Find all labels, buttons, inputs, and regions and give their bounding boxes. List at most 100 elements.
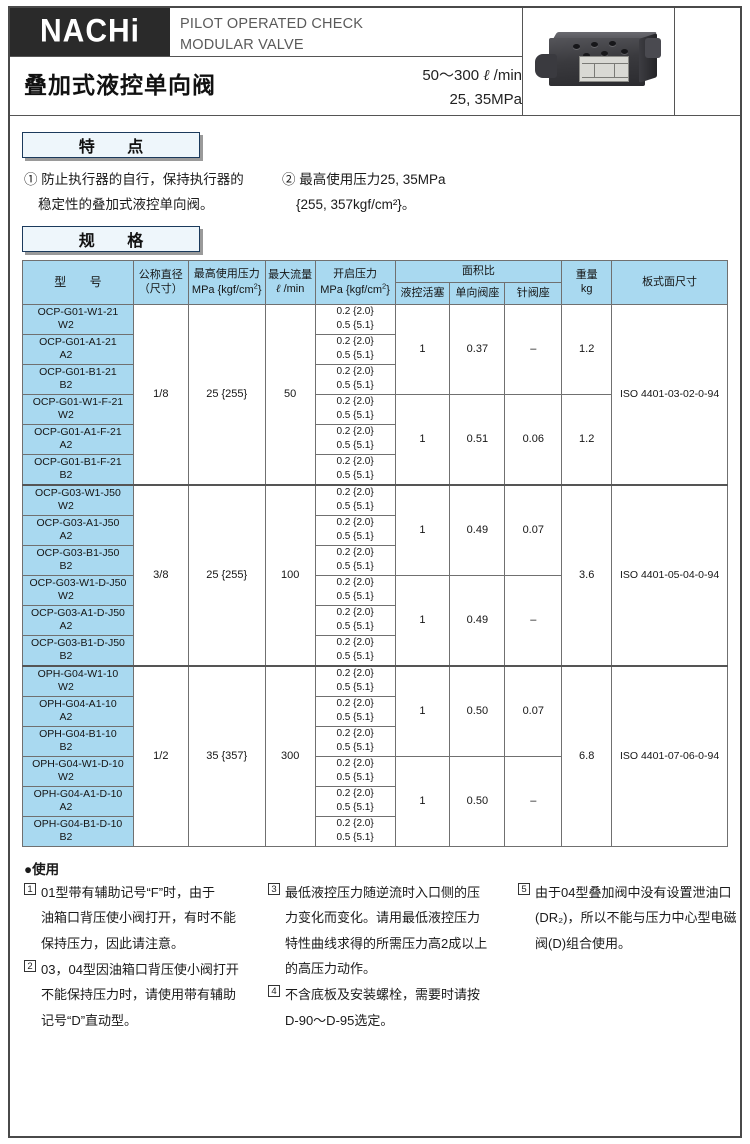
table-row: OPH-G04-A1-10 A2 0.2 {2.0} 0.5 {5.1} xyxy=(22,695,728,727)
cracking-line-1: 0.2 {2.0} xyxy=(336,335,374,347)
nominal-diameter-cell: 1/8 xyxy=(132,303,189,486)
area-piston-cell: 1 xyxy=(394,483,451,576)
brand-logo-text: NACHi xyxy=(40,13,140,50)
cracking-line-2: 0.5 {5.1} xyxy=(336,531,374,543)
feature-item-2-line-1: ② 最高使用压力25, 35MPa xyxy=(282,172,446,187)
cracking-line-1: 0.2 {2.0} xyxy=(336,455,374,467)
model-cell: OPH-G04-A1-D-10 A2 xyxy=(22,785,134,817)
cracking-line-2: 0.5 {5.1} xyxy=(336,561,374,573)
model-line-2: A2 xyxy=(59,349,73,362)
model-line-2: W2 xyxy=(58,409,74,422)
cracking-pressure-cell: 0.2 {2.0} 0.5 {5.1} xyxy=(314,815,396,847)
area-piston-cell: 1 xyxy=(394,303,451,395)
usage-note-1-number: 1 xyxy=(24,883,36,895)
table-row: OCP-G03-B1-J50 B2 0.2 {2.0} 0.5 {5.1} xyxy=(22,544,728,576)
area-piston-cell: 1 xyxy=(394,664,451,757)
model-cell: OCP-G03-A1-D-J50 A2 xyxy=(22,604,134,636)
model-line-1: OCP-G01-B1-21 xyxy=(39,365,117,378)
usage-note-2-number: 2 xyxy=(24,960,36,973)
model-line-1: OCP-G01-B1-F-21 xyxy=(34,455,122,468)
mounting-surface-cell: ISO 4401-03-02-0-94 xyxy=(611,303,728,486)
model-line-1: OCP-G03-W1-D-J50 xyxy=(29,576,127,589)
cracking-pressure-cell: 0.2 {2.0} 0.5 {5.1} xyxy=(314,453,396,486)
header-divider-vertical-left xyxy=(522,8,523,116)
model-line-2: A2 xyxy=(59,711,73,724)
header-divider-vertical-right xyxy=(674,8,675,116)
table-header-row-1: 型 号 公称直径 （尺寸） 最高使用压力 MPa {kgf/cm2} 最大流量 … xyxy=(22,260,728,305)
cracking-line-2: 0.5 {5.1} xyxy=(336,651,374,663)
cracking-line-2: 0.5 {5.1} xyxy=(336,440,374,452)
usage-note-4: 4 不含底板及安装螺栓，需要时请按 D-90～D-95选定。 xyxy=(268,982,508,1033)
cracking-pressure-cell: 0.2 {2.0} 0.5 {5.1} xyxy=(314,725,396,757)
model-line-1: OPH-G04-B1-D-10 xyxy=(33,817,123,830)
feature-item-1-line-2: 稳定性的叠加式液控单向阀。 xyxy=(38,196,214,212)
model-line-1: OCP-G03-A1-J50 xyxy=(36,516,120,529)
features-column-1: ① 防止执行器的自行，保持执行器的 稳定性的叠加式液控单向阀。 xyxy=(24,168,274,218)
area-needle-seat-cell: – xyxy=(504,755,563,847)
max-pressure-cell: 25 {255} xyxy=(187,303,266,486)
cracking-line-1: 0.2 {2.0} xyxy=(336,817,374,829)
model-line-1: OPH-G04-W1-10 xyxy=(37,667,119,680)
page-header: NACHi PILOT OPERATED CHECK MODULAR VALVE… xyxy=(10,8,740,116)
model-cell: OCP-G03-B1-D-J50 B2 xyxy=(22,634,134,667)
valve-port-hole xyxy=(609,41,616,46)
cracking-line-1: 0.2 {2.0} xyxy=(336,365,374,377)
cracking-line-1: 0.2 {2.0} xyxy=(336,305,374,317)
cracking-line-2: 0.5 {5.1} xyxy=(336,410,374,422)
table-row: OPH-G04-W1-10 W2 1/2 35 {357} 300 0.2 {2… xyxy=(22,664,728,847)
cracking-pressure-cell: 0.2 {2.0} 0.5 {5.1} xyxy=(314,483,396,516)
header-cracking-pressure: 开启压力 MPa {kgf/cm2} xyxy=(314,260,396,305)
cracking-line-1: 0.2 {2.0} xyxy=(336,486,374,498)
area-needle-seat-cell: – xyxy=(504,574,563,667)
usage-note-2-line-1: 03，04型因油箱口背压使小阀打开 xyxy=(41,962,239,978)
features-column-2: ② 最高使用压力25, 35MPa {255, 357kgf/cm²}。 xyxy=(282,168,582,218)
model-line-2: B2 xyxy=(59,831,73,844)
model-cell: OPH-G04-W1-10 W2 xyxy=(22,664,134,697)
usage-title: ●使用 xyxy=(24,862,60,877)
valve-left-port xyxy=(535,54,557,78)
feature-item-1-line-1: ① 防止执行器的自行，保持执行器的 xyxy=(24,172,244,187)
cracking-line-2: 0.5 {5.1} xyxy=(336,772,374,784)
cracking-line-2: 0.5 {5.1} xyxy=(336,621,374,633)
table-row: OCP-G03-A1-D-J50 A2 0.2 {2.0} 0.5 {5.1} xyxy=(22,604,728,636)
cracking-line-1: 0.2 {2.0} xyxy=(336,757,374,769)
cracking-line-2: 0.5 {5.1} xyxy=(336,591,374,603)
usage-note-3-line-2: 力变化而变化。请用最低液控压力 xyxy=(285,910,481,926)
header-divider-horizontal xyxy=(10,56,522,57)
cracking-line-1: 0.2 {2.0} xyxy=(336,425,374,437)
cracking-pressure-cell: 0.2 {2.0} 0.5 {5.1} xyxy=(314,514,396,546)
model-line-2: A2 xyxy=(59,439,73,452)
table-header: 型 号 公称直径 （尺寸） 最高使用压力 MPa {kgf/cm2} 最大流量 … xyxy=(22,260,728,305)
model-cell: OCP-G01-W1-F-21 W2 xyxy=(22,393,134,425)
area-check-seat-cell: 0.37 xyxy=(449,303,506,395)
valve-port-hole xyxy=(583,53,590,58)
usage-note-5: 5 由于04型叠加阀中没有设置泄油口 (DR₂)，所以不能与压力中心型电磁 阀(… xyxy=(518,880,750,956)
cracking-pressure-cell: 0.2 {2.0} 0.5 {5.1} xyxy=(314,333,396,365)
table-row: OCP-G03-B1-D-J50 B2 0.2 {2.0} 0.5 {5.1} xyxy=(22,634,728,667)
model-line-2: W2 xyxy=(58,681,74,694)
rating-summary: 50～300 ℓ /min 25, 35MPa xyxy=(280,64,522,112)
english-title: PILOT OPERATED CHECK MODULAR VALVE xyxy=(180,14,510,56)
cracking-pressure-cell: 0.2 {2.0} 0.5 {5.1} xyxy=(314,755,396,787)
cracking-line-2: 0.5 {5.1} xyxy=(336,802,374,814)
model-line-1: OPH-G04-A1-10 xyxy=(39,697,117,710)
model-line-2: A2 xyxy=(59,801,73,814)
area-check-seat-cell: 0.50 xyxy=(449,755,506,847)
model-line-2: A2 xyxy=(59,620,73,633)
cracking-line-1: 0.2 {2.0} xyxy=(336,606,374,618)
specifications-table: 型 号 公称直径 （尺寸） 最高使用压力 MPa {kgf/cm2} 最大流量 … xyxy=(22,260,728,847)
valve-right-port xyxy=(645,38,661,58)
usage-note-1-line-2: 油箱口背压使小阀打开，有时不能 xyxy=(41,910,237,926)
usage-note-1-line-1: 01型带有辅助记号“F”时，由于 xyxy=(41,885,216,900)
flow-rating: 50～300 ℓ /min xyxy=(422,67,522,84)
cracking-line-2: 0.5 {5.1} xyxy=(336,712,374,724)
model-cell: OCP-G01-A1-21 A2 xyxy=(22,333,134,365)
model-line-2: B2 xyxy=(59,560,73,573)
cracking-pressure-cell: 0.2 {2.0} 0.5 {5.1} xyxy=(314,785,396,817)
model-cell: OCP-G01-A1-F-21 A2 xyxy=(22,423,134,455)
usage-note-4-line-1: 不含底板及安装螺栓，需要时请按 xyxy=(285,987,481,1003)
usage-column-2: 3 最低液控压力随逆流时入口侧的压 力变化而变化。请用最低液控压力 特性曲线求得… xyxy=(268,880,508,1034)
usage-note-1-line-3: 保持压力，因此请注意。 xyxy=(41,935,185,951)
cracking-line-2: 0.5 {5.1} xyxy=(336,501,374,513)
